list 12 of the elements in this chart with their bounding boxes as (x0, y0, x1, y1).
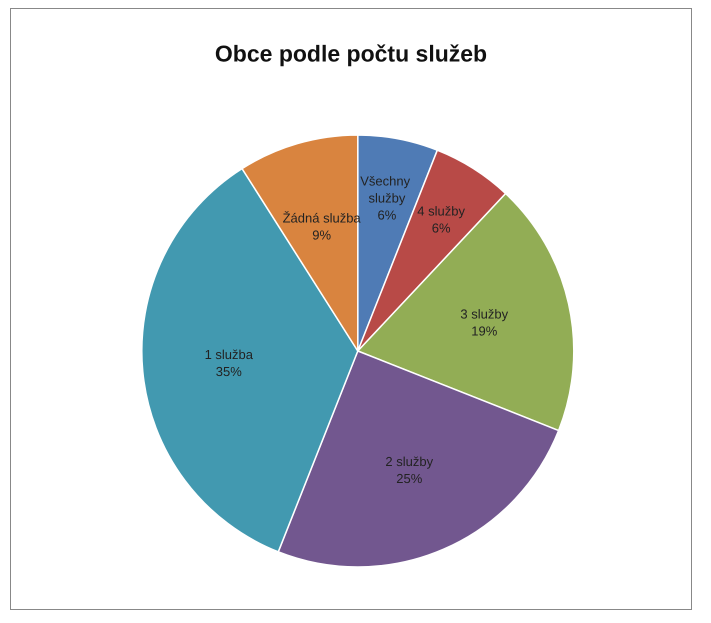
slice-label: 4 služby (417, 204, 466, 219)
data-label: 6% (432, 220, 451, 236)
data-label: 25% (396, 470, 423, 486)
chart-title: Obce podle počtu služeb (214, 40, 488, 66)
data-label: 9% (312, 228, 332, 243)
slice-label: 1 služba (204, 347, 254, 362)
data-label: 19% (471, 324, 498, 339)
slice-label: Všechny služby (360, 174, 414, 206)
data-label: 6% (378, 208, 397, 223)
slice-label: 2 služby (385, 454, 434, 469)
slice-label: 3 služby (460, 306, 509, 322)
data-label: 35% (216, 364, 242, 380)
